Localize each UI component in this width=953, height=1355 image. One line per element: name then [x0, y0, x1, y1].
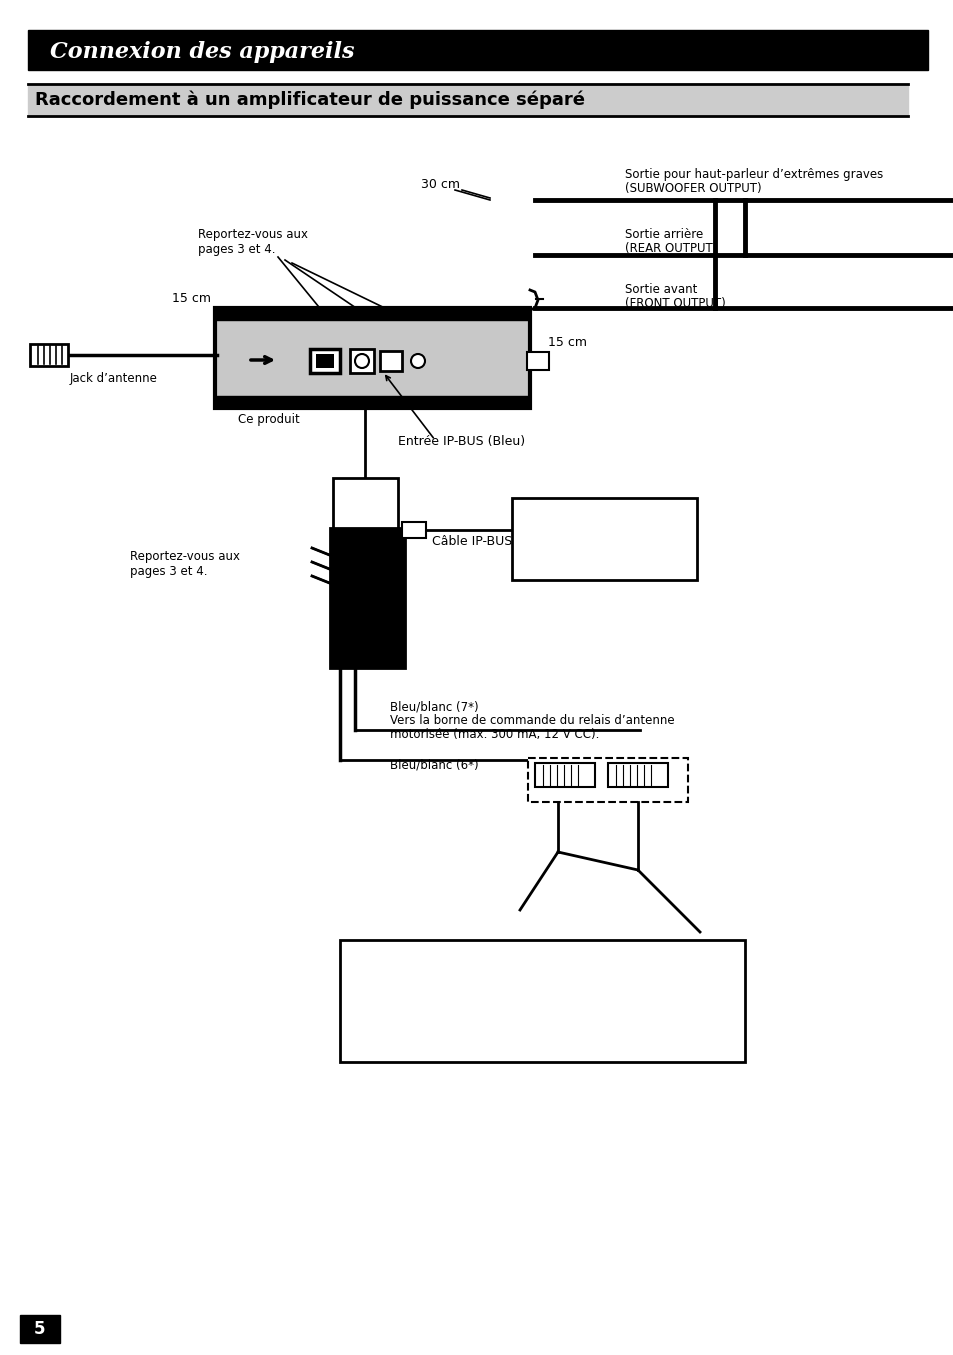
Bar	[28, 30, 927, 70]
Bar	[607, 763, 667, 787]
Text: (FRONT OUTPUT): (FRONT OUTPUT)	[624, 297, 725, 310]
Bar	[401, 522, 426, 538]
Text: Raccordement à un amplificateur de puissance séparé: Raccordement à un amplificateur de puiss…	[35, 91, 584, 110]
Bar	[214, 308, 530, 408]
Bar	[30, 344, 68, 366]
Bar	[310, 350, 339, 373]
Text: Reportez-vous aux
pages 3 et 4.: Reportez-vous aux pages 3 et 4.	[198, 228, 308, 256]
Text: Bleu/blanc (6*): Bleu/blanc (6*)	[390, 757, 478, 771]
Text: Jack d’antenne: Jack d’antenne	[70, 373, 157, 385]
Text: 5: 5	[34, 1320, 46, 1337]
Text: 15 cm: 15 cm	[547, 336, 586, 348]
Text: Câble IP-BUS: Câble IP-BUS	[432, 535, 512, 547]
Bar	[28, 84, 907, 117]
Text: Connexion des appareils: Connexion des appareils	[50, 41, 355, 62]
Bar	[535, 763, 595, 787]
Text: chargeur (vendu: chargeur (vendu	[519, 524, 630, 537]
Bar	[526, 352, 548, 370]
Bar	[242, 348, 287, 373]
Bar	[339, 940, 744, 1062]
Circle shape	[355, 354, 369, 369]
Bar	[512, 499, 697, 580]
Bar	[333, 478, 397, 528]
Bar	[20, 1314, 60, 1343]
Circle shape	[411, 354, 424, 369]
Text: Sortie arrière: Sortie arrière	[624, 228, 702, 241]
Text: (REAR OUTPUT): (REAR OUTPUT)	[624, 243, 717, 255]
Bar	[379, 351, 401, 371]
Text: Vers la borne de commande du relais d’antenne: Vers la borne de commande du relais d’an…	[390, 714, 674, 728]
Text: 30 cm: 30 cm	[420, 179, 459, 191]
Text: Ce produit: Ce produit	[237, 413, 299, 425]
Text: Entrée IP-BUS (Bleu): Entrée IP-BUS (Bleu)	[397, 435, 524, 449]
Text: Sortie avant: Sortie avant	[624, 283, 697, 295]
Text: Sortie pour haut-parleur d’extrêmes graves: Sortie pour haut-parleur d’extrêmes grav…	[624, 168, 882, 182]
Text: La disposition des broches du connecteur ISO
diffère en fonction du type de véhi: La disposition des broches du connecteur…	[350, 948, 650, 1022]
Bar	[330, 528, 405, 668]
Text: Bleu/blanc (7*): Bleu/blanc (7*)	[390, 701, 478, 713]
Text: Lecteur de CD à: Lecteur de CD à	[519, 508, 626, 522]
Text: Reportez-vous aux
pages 3 et 4.: Reportez-vous aux pages 3 et 4.	[130, 550, 240, 579]
Bar	[315, 354, 334, 369]
Text: motorisée (max. 300 mA, 12 V CC).: motorisée (max. 300 mA, 12 V CC).	[390, 728, 598, 741]
Text: (SUBWOOFER OUTPUT): (SUBWOOFER OUTPUT)	[624, 182, 760, 195]
Text: séparément): séparément)	[519, 541, 604, 553]
Bar	[527, 757, 687, 802]
Bar	[350, 350, 374, 373]
Text: 15 cm: 15 cm	[172, 291, 212, 305]
